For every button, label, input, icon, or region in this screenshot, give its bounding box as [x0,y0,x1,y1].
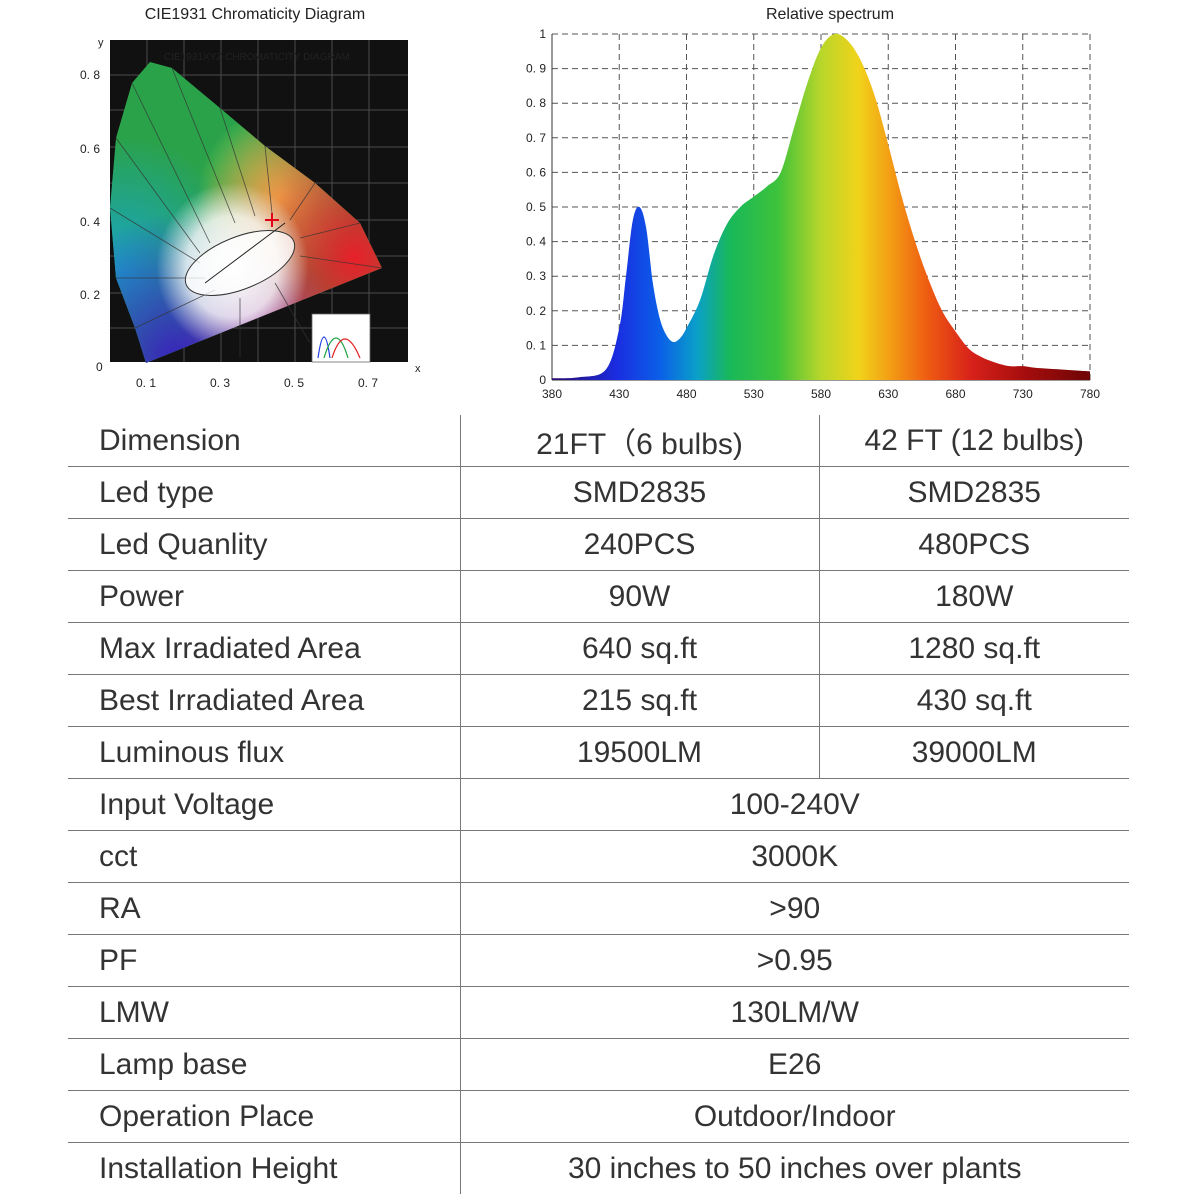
spec-value-42ft: 42 FT (12 bulbs) [818,415,1129,467]
spec-value-21ft: SMD2835 [459,466,819,519]
spec-label: LMW [68,986,460,1039]
spec-value-42ft: SMD2835 [818,466,1129,519]
cie-x-tick: 0. 1 [136,376,156,388]
y-tick-label: 0. 2 [526,304,546,318]
spec-label: RA [68,882,460,935]
cie-gamut-horseshoe [109,62,383,363]
spec-value-21ft: 640 sq.ft [459,622,819,675]
y-tick-label: 0. 5 [526,200,546,214]
cie-y-tick: 0 [96,360,103,374]
spec-label: Best Irradiated Area [68,674,460,727]
spec-value: Outdoor/Indoor [459,1090,1129,1143]
spec-value: 3000K [459,830,1129,883]
cie-x-axis-label: x [415,363,421,375]
x-tick-label: 480 [676,387,696,401]
spec-row: Input Voltage 100-240V [68,778,1129,831]
x-tick-label: 630 [878,387,898,401]
spec-row: Dimension 21FT（6 bulbs) 42 FT (12 bulbs) [68,415,1129,467]
spec-row: Operation Place Outdoor/Indoor [68,1090,1129,1143]
cie-color-point-marker [265,213,279,227]
spec-row: Max Irradiated Area 640 sq.ft 1280 sq.ft [68,622,1129,675]
spec-label: Dimension [68,415,460,467]
spec-label: Led type [68,466,460,519]
x-tick-label: 530 [744,387,764,401]
cie-x-tick: 0. 3 [210,376,230,388]
spec-label: Led Quanlity [68,518,460,571]
spec-value-21ft: 240PCS [459,518,819,571]
cie-x-tick: 0. 5 [284,376,304,388]
spec-row: RA >90 [68,882,1129,935]
spec-row: cct 3000K [68,830,1129,883]
spec-value-42ft: 480PCS [818,518,1129,571]
spec-value: >90 [459,882,1129,935]
spec-row: Lamp base E26 [68,1038,1129,1091]
spectrum-tick-labels: 0 0. 1 0. 2 0. 3 0. 4 0. 5 0. 6 0. 7 0. 8 0. 9 1 38… [526,27,1100,401]
cie-y-tick: 0. 4 [80,215,100,229]
spec-value: 100-240V [459,778,1129,831]
cie-y-axis-label: y [98,37,104,49]
spec-row: Led type SMD2835 SMD2835 [68,466,1129,519]
spec-row: Installation Height 30 inches to 50 inche… [68,1142,1129,1194]
cie-y-tick: 0. 2 [80,288,100,302]
spectrum-area [552,33,1090,381]
cie-inset-spectrum [311,313,371,363]
x-tick-label: 380 [542,387,562,401]
relative-spectrum-chart: 0 0. 1 0. 2 0. 3 0. 4 0. 5 0. 6 0. 7 0. 8 0. 9 1 38… [526,27,1100,401]
cie-y-tick: 0. 8 [80,68,100,82]
spec-label: Max Irradiated Area [68,622,460,675]
spec-value: 30 inches to 50 inches over plants [459,1142,1129,1194]
spec-value: 130LM/W [459,986,1129,1039]
y-tick-label: 1 [539,27,546,41]
y-tick-label: 0. 4 [526,235,546,249]
spec-value-42ft: 180W [818,570,1129,623]
spec-label: cct [68,830,460,883]
y-tick-label: 0. 9 [526,62,546,76]
spec-label: Luminous flux [68,726,460,779]
spec-value-42ft: 430 sq.ft [818,674,1129,727]
x-tick-label: 430 [609,387,629,401]
y-tick-label: 0. 3 [526,269,546,283]
cie-x-tick: 0. 7 [358,376,378,388]
spec-value-42ft: 1280 sq.ft [818,622,1129,675]
spec-row: LMW 130LM/W [68,986,1129,1039]
spec-value-21ft: 90W [459,570,819,623]
spec-label: Power [68,570,460,623]
spec-label: Operation Place [68,1090,460,1143]
spectrum-chart-title: Relative spectrum [765,6,895,23]
spec-row: Led Quanlity 240PCS 480PCS [68,518,1129,571]
spec-value: E26 [459,1038,1129,1091]
cie-diagram-title: CIE1931 Chromaticity Diagram [144,6,366,23]
spec-label: Input Voltage [68,778,460,831]
x-tick-label: 680 [945,387,965,401]
spec-value-21ft: 215 sq.ft [459,674,819,727]
spec-value-21ft: 21FT（6 bulbs) [459,415,819,467]
cie-inner-title: CIE1931XYZ CHROMATICITY DIAGRAM [164,52,350,63]
spec-table: Dimension 21FT（6 bulbs) 42 FT (12 bulbs) Le… [68,415,1129,1194]
x-tick-label: 780 [1080,387,1100,401]
cie-chromaticity-diagram: CIE1931XYZ CHROMATICITY DIAGRAM y x 0. 8… [80,37,421,388]
y-tick-label: 0. 8 [526,96,546,110]
spec-label: Lamp base [68,1038,460,1091]
y-tick-label: 0. 6 [526,165,546,179]
spec-value-42ft: 39000LM [818,726,1129,779]
spec-row: Power 90W 180W [68,570,1129,623]
spec-value: >0.95 [459,934,1129,987]
spec-row: PF >0.95 [68,934,1129,987]
x-tick-label: 730 [1013,387,1033,401]
spec-label: Installation Height [99,1151,338,1185]
x-tick-label: 580 [811,387,831,401]
spec-row: Best Irradiated Area 215 sq.ft 430 sq.ft [68,674,1129,727]
spec-label: PF [68,934,460,987]
y-tick-label: 0. 7 [526,131,546,145]
cie-y-tick: 0. 6 [80,142,100,156]
spec-value-21ft: 19500LM [459,726,819,779]
y-tick-label: 0. 1 [526,338,546,352]
spec-row: Luminous flux 19500LM 39000LM [68,726,1129,779]
y-tick-label: 0 [539,373,546,387]
